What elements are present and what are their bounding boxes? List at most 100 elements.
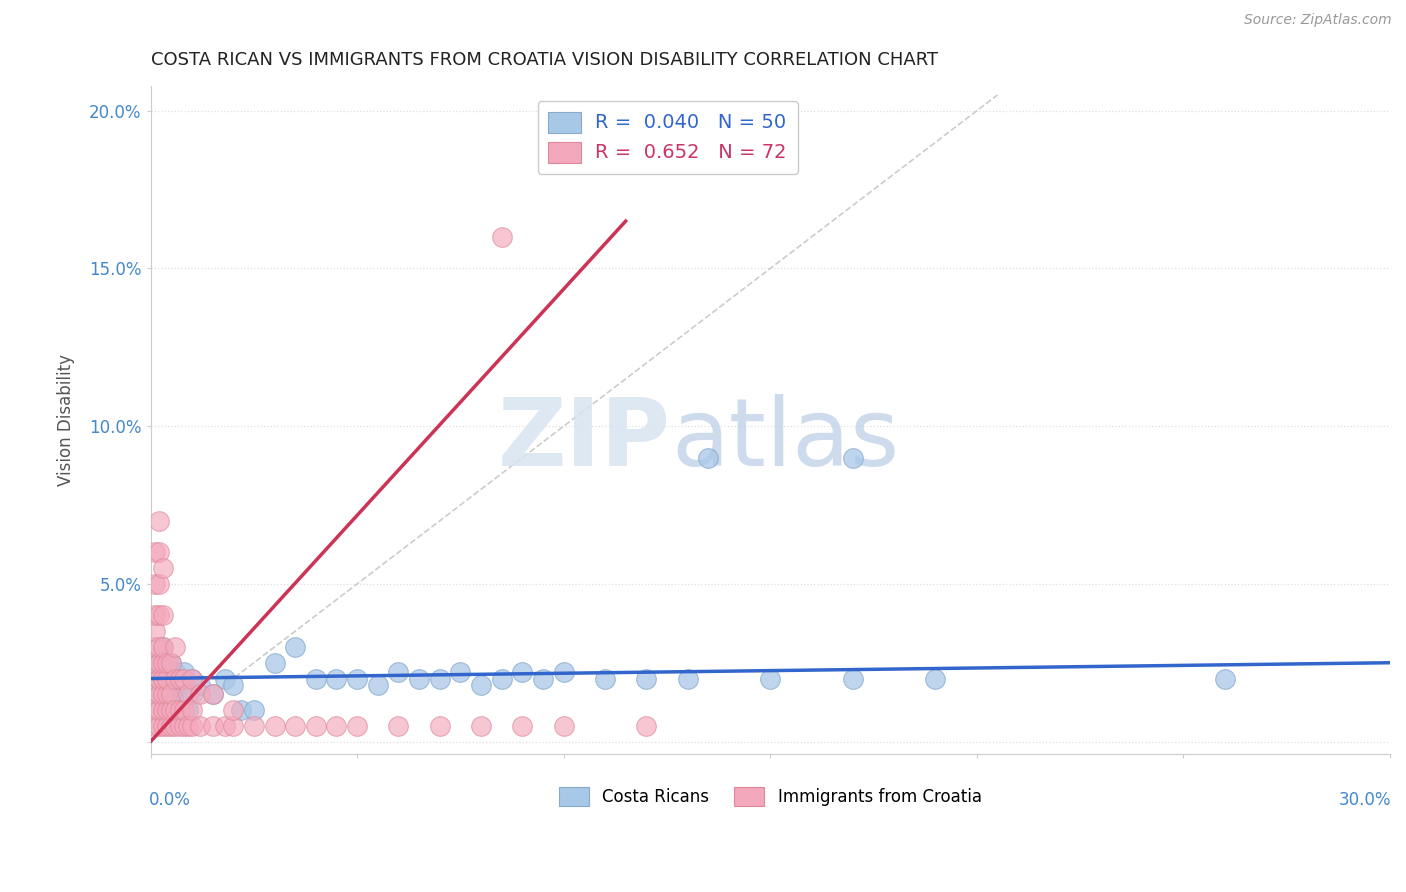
Point <box>180 672 202 686</box>
Point <box>165 665 187 680</box>
Point <box>156 719 179 733</box>
Point <box>143 672 166 686</box>
Point <box>325 672 347 686</box>
Point <box>263 656 285 670</box>
Point <box>143 608 166 623</box>
Point <box>169 703 191 717</box>
Point <box>169 672 191 686</box>
Point <box>160 687 183 701</box>
Point <box>842 672 865 686</box>
Point <box>165 719 187 733</box>
Point <box>148 640 170 654</box>
Point <box>243 703 266 717</box>
Point <box>512 665 534 680</box>
Point <box>222 719 245 733</box>
Point <box>188 687 211 701</box>
Point <box>156 687 179 701</box>
Point <box>553 665 575 680</box>
Text: Source: ZipAtlas.com: Source: ZipAtlas.com <box>1244 13 1392 28</box>
Point <box>165 672 187 686</box>
Point <box>180 672 202 686</box>
Point <box>470 678 492 692</box>
Point <box>148 672 170 686</box>
Point <box>160 719 183 733</box>
Point <box>148 687 170 701</box>
Point <box>201 687 224 701</box>
Point <box>263 719 285 733</box>
Point <box>152 640 174 654</box>
Text: 30.0%: 30.0% <box>1339 791 1391 809</box>
Point <box>160 656 183 670</box>
Point <box>148 719 170 733</box>
Point <box>214 672 236 686</box>
Text: atlas: atlas <box>671 394 900 486</box>
Point <box>143 687 166 701</box>
Point <box>284 640 307 654</box>
Point <box>177 687 200 701</box>
Text: 0.0%: 0.0% <box>149 791 191 809</box>
Point <box>180 719 202 733</box>
Point <box>593 672 616 686</box>
Point <box>387 719 409 733</box>
Point <box>148 687 170 701</box>
Point <box>180 687 202 701</box>
Point <box>148 656 170 670</box>
Point <box>152 672 174 686</box>
Point <box>143 703 166 717</box>
Point <box>143 678 166 692</box>
Point <box>408 672 430 686</box>
Point <box>636 719 658 733</box>
Y-axis label: Vision Disability: Vision Disability <box>58 354 75 486</box>
Point <box>152 703 174 717</box>
Point <box>143 665 166 680</box>
Point <box>222 703 245 717</box>
Point <box>636 672 658 686</box>
Point <box>553 719 575 733</box>
Point <box>165 703 187 717</box>
Point <box>160 656 183 670</box>
Point <box>1213 672 1236 686</box>
Point <box>491 230 513 244</box>
Point <box>173 665 195 680</box>
Point <box>165 640 187 654</box>
Point <box>697 450 720 465</box>
Point <box>305 719 328 733</box>
Point <box>156 703 179 717</box>
Point <box>156 672 179 686</box>
Point <box>173 719 195 733</box>
Point <box>188 678 211 692</box>
Point <box>201 687 224 701</box>
Point <box>429 719 451 733</box>
Point <box>169 703 191 717</box>
Point <box>387 665 409 680</box>
Point <box>148 545 170 559</box>
Point <box>152 656 174 670</box>
Text: COSTA RICAN VS IMMIGRANTS FROM CROATIA VISION DISABILITY CORRELATION CHART: COSTA RICAN VS IMMIGRANTS FROM CROATIA V… <box>150 51 938 69</box>
Point <box>143 545 166 559</box>
Point <box>177 719 200 733</box>
Point <box>173 672 195 686</box>
Point <box>152 665 174 680</box>
Point <box>148 514 170 528</box>
Point <box>169 672 191 686</box>
Point <box>512 719 534 733</box>
Point <box>231 703 253 717</box>
Point <box>152 640 174 654</box>
Text: ZIP: ZIP <box>498 394 671 486</box>
Point <box>346 719 368 733</box>
Point <box>243 719 266 733</box>
Legend: Costa Ricans, Immigrants from Croatia: Costa Ricans, Immigrants from Croatia <box>553 780 988 813</box>
Point <box>367 678 389 692</box>
Point <box>143 577 166 591</box>
Point <box>214 719 236 733</box>
Point <box>188 719 211 733</box>
Point <box>284 719 307 733</box>
Point <box>177 703 200 717</box>
Point <box>173 687 195 701</box>
Point <box>491 672 513 686</box>
Point <box>160 703 183 717</box>
Point <box>156 672 179 686</box>
Point <box>148 703 170 717</box>
Point <box>346 672 368 686</box>
Point <box>169 719 191 733</box>
